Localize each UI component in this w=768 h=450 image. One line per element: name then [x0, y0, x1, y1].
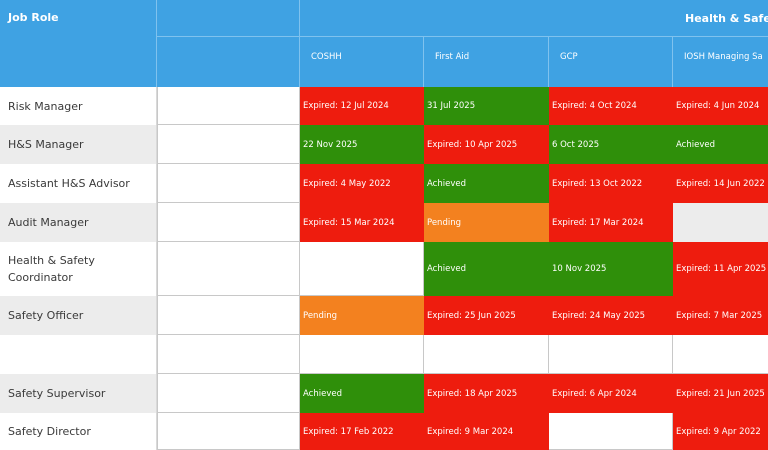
- blank-cell: [157, 374, 300, 413]
- job-role-cell[interactable]: Safety Supervisor: [0, 374, 157, 413]
- training-status-cell[interactable]: 22 Nov 2025: [300, 125, 424, 164]
- training-status-cell[interactable]: [424, 335, 549, 374]
- job-role-cell[interactable]: Safety Director: [0, 413, 157, 450]
- training-status-cell[interactable]: 31 Jul 2025: [424, 87, 549, 125]
- column-header-coshh[interactable]: COSHH: [300, 37, 424, 87]
- training-status-cell[interactable]: Expired: 15 Mar 2024: [300, 203, 424, 242]
- blank-cell: [157, 203, 300, 242]
- job-role-cell[interactable]: Risk Manager: [0, 87, 157, 125]
- training-status-cell[interactable]: Expired: 24 May 2025: [549, 296, 673, 335]
- training-status-cell[interactable]: Expired: 7 Mar 2025: [673, 296, 768, 335]
- training-status-cell[interactable]: Expired: 14 Jun 2022: [673, 164, 768, 203]
- training-status-cell[interactable]: Pending: [300, 296, 424, 335]
- blank-cell: [157, 296, 300, 335]
- training-status-cell[interactable]: Achieved: [424, 164, 549, 203]
- job-role-cell[interactable]: Health & Safety Coordinator: [0, 242, 157, 296]
- training-status-cell[interactable]: [300, 335, 424, 374]
- training-status-cell[interactable]: Expired: 13 Oct 2022: [549, 164, 673, 203]
- training-status-cell[interactable]: [673, 203, 768, 242]
- training-status-cell[interactable]: Expired: 21 Jun 2025: [673, 374, 768, 413]
- training-status-cell[interactable]: Expired: 25 Jun 2025: [424, 296, 549, 335]
- column-header-iosh[interactable]: IOSH Managing Sa: [673, 37, 768, 87]
- training-status-cell[interactable]: [673, 335, 768, 374]
- training-status-cell[interactable]: Expired: 12 Jul 2024: [300, 87, 424, 125]
- job-role-cell[interactable]: Safety Officer: [0, 296, 157, 335]
- training-status-cell[interactable]: Expired: 18 Apr 2025: [424, 374, 549, 413]
- job-role-cell[interactable]: H&S Manager: [0, 125, 157, 164]
- column-header-first-aid[interactable]: First Aid: [424, 37, 549, 87]
- blank-cell: [157, 87, 300, 125]
- training-status-cell[interactable]: Expired: 11 Apr 2025: [673, 242, 768, 296]
- training-status-cell[interactable]: Expired: 4 Oct 2024: [549, 87, 673, 125]
- job-role-cell[interactable]: [0, 335, 157, 374]
- training-status-cell[interactable]: [549, 413, 673, 450]
- training-status-cell[interactable]: Achieved: [424, 242, 549, 296]
- blank-subheader-cell: [157, 37, 300, 87]
- training-status-cell[interactable]: Expired: 9 Mar 2024: [424, 413, 549, 450]
- job-role-cell[interactable]: Assistant H&S Advisor: [0, 164, 157, 203]
- training-status-cell[interactable]: Expired: 4 Jun 2024: [673, 87, 768, 125]
- training-status-cell[interactable]: Pending: [424, 203, 549, 242]
- blank-cell: [157, 413, 300, 450]
- health-safety-group-header: Health & Safety: [300, 0, 768, 37]
- training-status-cell[interactable]: Achieved: [673, 125, 768, 164]
- training-status-cell[interactable]: Expired: 9 Apr 2022: [673, 413, 768, 450]
- training-status-cell[interactable]: 6 Oct 2025: [549, 125, 673, 164]
- training-status-cell[interactable]: Expired: 10 Apr 2025: [424, 125, 549, 164]
- training-status-cell[interactable]: Expired: 17 Mar 2024: [549, 203, 673, 242]
- job-role-header[interactable]: Job Role: [0, 0, 157, 87]
- training-status-cell[interactable]: [549, 335, 673, 374]
- training-status-cell[interactable]: Achieved: [300, 374, 424, 413]
- training-status-cell[interactable]: 10 Nov 2025: [549, 242, 673, 296]
- blank-header-cell: [157, 0, 300, 37]
- training-status-cell[interactable]: [300, 242, 424, 296]
- blank-cell: [157, 164, 300, 203]
- training-status-cell[interactable]: Expired: 6 Apr 2024: [549, 374, 673, 413]
- blank-cell: [157, 335, 300, 374]
- blank-cell: [157, 242, 300, 296]
- group-header-label: Health & Safety: [685, 11, 768, 25]
- job-role-cell[interactable]: Audit Manager: [0, 203, 157, 242]
- training-status-cell[interactable]: Expired: 17 Feb 2022: [300, 413, 424, 450]
- blank-cell: [157, 125, 300, 164]
- column-header-gcp[interactable]: GCP: [549, 37, 673, 87]
- training-status-cell[interactable]: Expired: 4 May 2022: [300, 164, 424, 203]
